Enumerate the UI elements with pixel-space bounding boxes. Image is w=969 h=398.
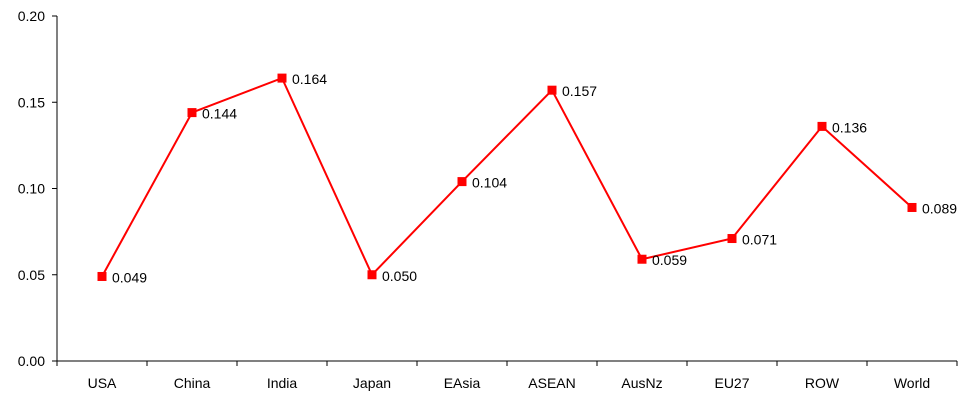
data-label: 0.157 (562, 83, 597, 99)
data-label: 0.089 (922, 200, 957, 216)
x-tick-label: ASEAN (528, 375, 575, 391)
x-tick-label: Japan (353, 375, 391, 391)
data-point-marker (97, 271, 107, 281)
x-tick-label: World (894, 375, 930, 391)
data-point-marker (277, 73, 287, 83)
series (97, 73, 917, 281)
data-label: 0.136 (832, 119, 867, 135)
data-point-marker (727, 234, 737, 244)
x-tick-label: ROW (805, 375, 840, 391)
data-point-marker (187, 108, 197, 118)
data-label: 0.049 (112, 269, 147, 285)
data-label: 0.104 (472, 175, 507, 191)
x-axis-ticks: USA China India Japan EAsia ASEAN AusNz EU27 ROW… (56, 361, 958, 391)
data-point-marker (637, 254, 647, 264)
y-tick-label: 0.05 (18, 267, 45, 283)
x-tick-label: EU27 (714, 375, 749, 391)
y-axis-ticks: 0.00 0.05 0.10 0.15 0.20 (18, 8, 57, 369)
y-tick-label: 0.10 (18, 181, 45, 197)
data-label: 0.144 (202, 106, 237, 122)
y-tick-label: 0.20 (18, 8, 45, 24)
data-point-marker (547, 85, 557, 95)
data-label: 0.050 (382, 268, 417, 284)
data-point-marker (817, 121, 827, 131)
x-tick-label: EAsia (444, 375, 481, 391)
data-label: 0.071 (742, 232, 777, 248)
data-label: 0.059 (652, 252, 687, 268)
x-tick-label: China (174, 375, 211, 391)
data-point-marker (457, 177, 467, 187)
x-tick-label: AusNz (621, 375, 662, 391)
data-label: 0.164 (292, 71, 327, 87)
data-labels: 0.049 0.144 0.164 0.050 0.104 0.157 0.059 0.071… (112, 71, 957, 285)
y-tick-label: 0.00 (18, 353, 45, 369)
series-line (101, 76, 913, 277)
data-point-marker (907, 202, 917, 212)
y-tick-label: 0.15 (18, 94, 45, 110)
x-tick-label: India (267, 375, 298, 391)
data-point-marker (367, 270, 377, 280)
x-tick-label: USA (88, 375, 117, 391)
